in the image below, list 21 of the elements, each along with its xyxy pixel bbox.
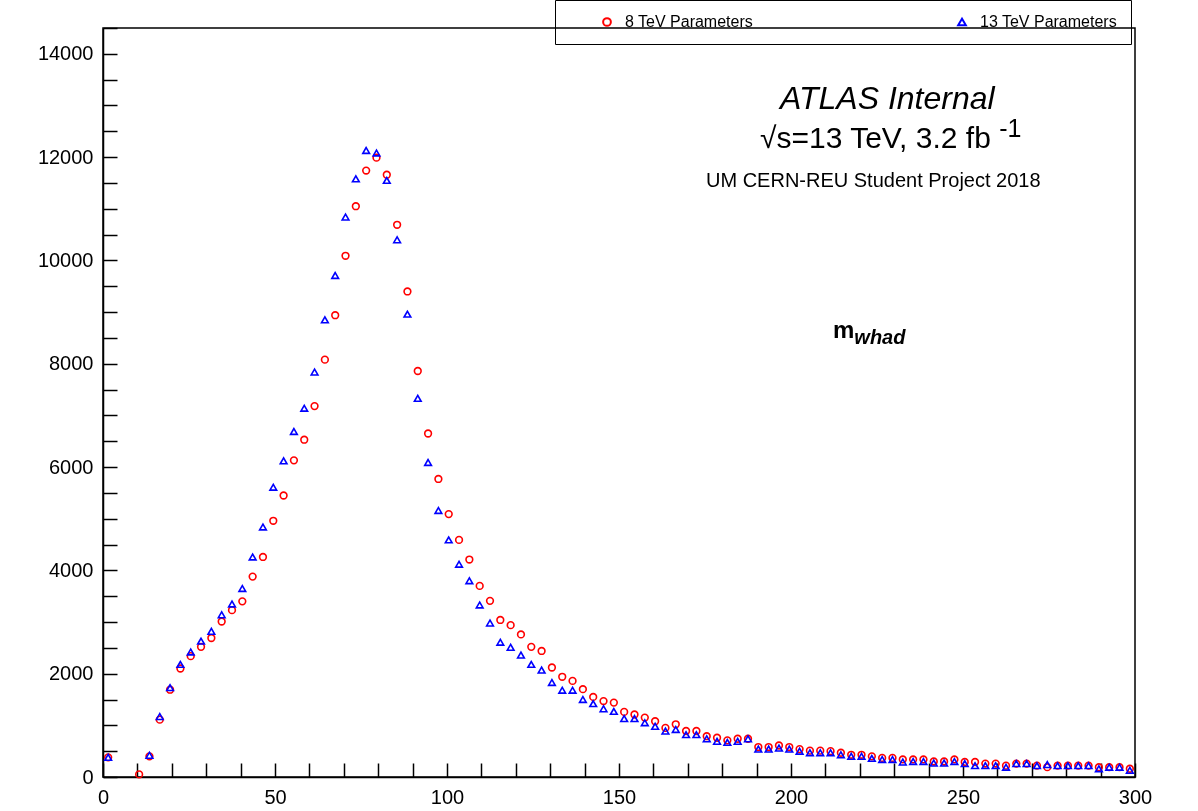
y-tick-label: 14000 [37, 42, 94, 65]
annotation: √s=13 TeV, 3.2 fb $^{-1}$ [760, 114, 1022, 154]
legend-label: 8 TeV Parameters [625, 13, 753, 30]
y-tick-label: 4000 [49, 558, 94, 581]
y-tick-label: 2000 [49, 662, 94, 685]
x-tick-label: 300 [1118, 785, 1153, 808]
y-tick-label: 8000 [49, 352, 94, 375]
x-tick-label: 250 [946, 785, 981, 808]
legend-label: 13 TeV Parameters [980, 13, 1117, 30]
y-tick-label: 12000 [37, 145, 94, 168]
annotation: m$_{whad}$ [833, 316, 906, 348]
x-tick-label: 100 [430, 785, 465, 808]
y-tick-label: 0 [82, 765, 94, 788]
x-tick-label: 50 [264, 785, 287, 808]
x-tick-label: 200 [774, 785, 809, 808]
x-tick-label: 0 [97, 785, 110, 808]
x-tick-label: 150 [602, 785, 637, 808]
annotation: ATLAS Internal [780, 80, 995, 116]
y-tick-label: 10000 [37, 248, 94, 271]
annotation: UM CERN-REU Student Project 2018 [706, 169, 1041, 191]
y-tick-label: 6000 [49, 455, 94, 478]
